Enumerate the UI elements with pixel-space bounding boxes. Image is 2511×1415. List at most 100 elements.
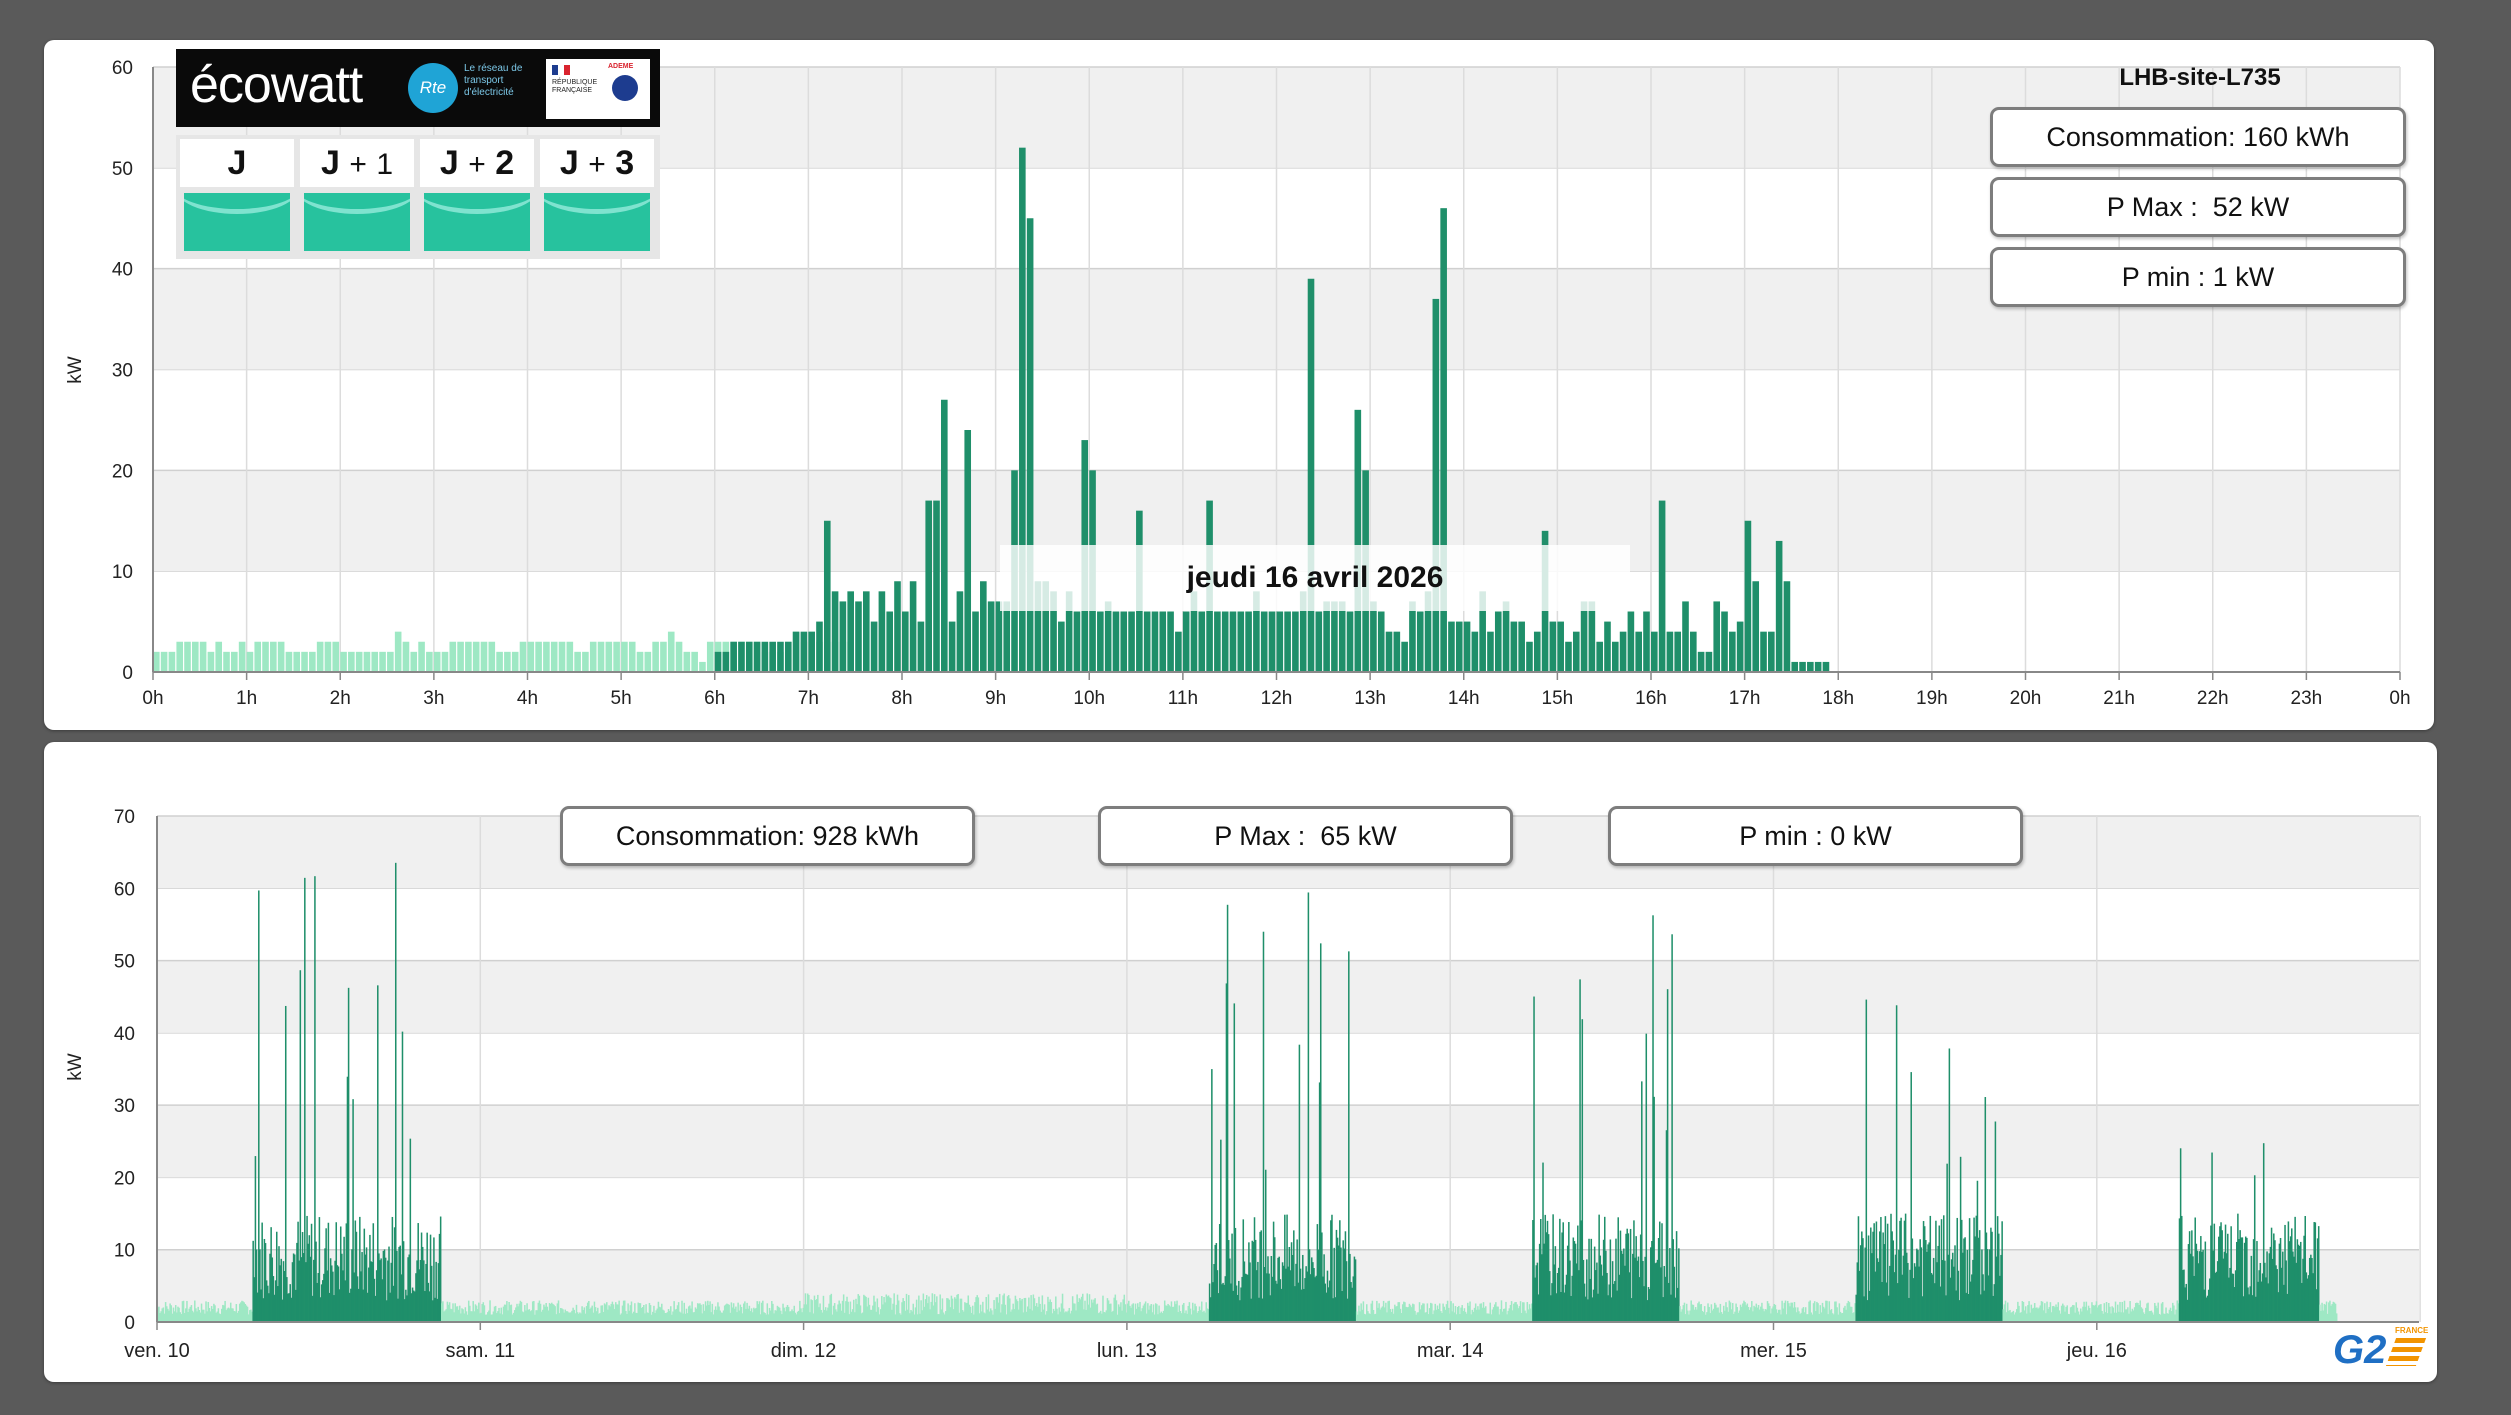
chart-bar <box>720 1312 723 1322</box>
chart-bar <box>1697 1303 1699 1322</box>
chart-bar <box>625 1310 627 1322</box>
chart-bar <box>1416 611 1424 672</box>
chart-bar <box>599 1312 601 1322</box>
chart-bar <box>426 651 433 672</box>
chart-bar <box>881 1296 883 1322</box>
chart-bar <box>1319 943 1322 1322</box>
chart-bar <box>1880 1217 1882 1322</box>
chart-bar <box>615 1302 617 1322</box>
chart-bar <box>1432 1314 1434 1322</box>
chart-bar <box>2247 1287 2249 1322</box>
chart-bar <box>1462 1311 1465 1322</box>
chart-bar <box>2020 1312 2022 1322</box>
chart-bar <box>1275 1280 1277 1322</box>
chart-bar <box>1977 1237 1980 1322</box>
chart-bar <box>1170 1301 1173 1322</box>
chart-bar <box>1757 1305 1760 1322</box>
chart-bar <box>1652 915 1654 1322</box>
chart-bar <box>1766 1301 1769 1322</box>
chart-bar <box>1295 1263 1297 1322</box>
chart-bar <box>1120 1302 1122 1322</box>
chart-bar <box>429 1234 432 1322</box>
chart-bar <box>972 611 979 672</box>
chart-bar <box>895 1304 898 1322</box>
chart-bar <box>2241 1237 2244 1322</box>
chart-bar <box>749 1311 752 1322</box>
chart-bar <box>1049 1299 1051 1322</box>
chart-bar <box>2312 1273 2314 1322</box>
chart-bar <box>348 651 355 672</box>
chart-bar <box>246 651 254 672</box>
chart-bar <box>1465 1313 1468 1322</box>
chart-bar <box>1715 1304 1717 1322</box>
chart-bar <box>1578 1270 1580 1322</box>
chart-bar <box>1354 1259 1357 1322</box>
chart-bar <box>1056 1308 1058 1322</box>
chart-bar <box>919 1313 921 1322</box>
chart-bar <box>1520 1312 1523 1322</box>
chart-bar <box>2036 1307 2038 1322</box>
chart-bar <box>817 1294 819 1322</box>
chart-bar <box>730 1302 733 1322</box>
chart-bar <box>1070 1310 1073 1322</box>
chart-bar <box>1700 1304 1703 1322</box>
chart-bar <box>1226 904 1229 1322</box>
chart-bar <box>1774 1304 1777 1322</box>
chart-bar <box>950 1295 953 1322</box>
chart-bar <box>870 1309 873 1322</box>
chart-bar <box>2108 1302 2110 1322</box>
chart-bar <box>1898 1249 1900 1322</box>
chart-bar <box>1006 1296 1009 1322</box>
chart-bar <box>763 1312 765 1322</box>
chart-bar <box>1822 1306 1825 1322</box>
chart-bar <box>1158 1305 1160 1322</box>
x-tick-label: 2h <box>330 688 351 709</box>
chart-bar <box>616 1304 618 1322</box>
chart-bar <box>956 591 964 672</box>
chart-bar <box>301 1232 304 1322</box>
chart-bar <box>1864 1247 1866 1322</box>
chart-bar <box>250 1309 252 1322</box>
chart-bar <box>1138 1306 1140 1322</box>
chart-bar <box>531 1301 534 1322</box>
chart-bar <box>1342 1240 1344 1322</box>
x-tick-label: 0h <box>142 688 163 709</box>
chart-bar <box>1484 1306 1487 1322</box>
chart-bar <box>1968 1218 1971 1322</box>
chart-bar <box>758 1301 761 1322</box>
chart-bar <box>1586 1259 1588 1322</box>
chart-bar <box>410 1293 413 1322</box>
chart-bar <box>1434 1303 1437 1322</box>
chart-bar <box>1163 1300 1166 1322</box>
chart-bar <box>158 1306 160 1322</box>
chart-bar <box>2099 1304 2101 1322</box>
chart-bar <box>1157 1314 1159 1322</box>
chart-bar <box>513 1310 516 1322</box>
chart-bar <box>489 1300 491 1322</box>
chart-bar <box>1429 1302 1432 1322</box>
x-tick-label: 15h <box>1542 688 1574 709</box>
chart-bar <box>206 1311 208 1322</box>
chart-bar <box>1214 611 1221 672</box>
chart-bar <box>1410 1307 1413 1322</box>
chart-bar <box>1330 1220 1332 1322</box>
chart-bar <box>364 1254 367 1322</box>
chart-bar <box>1335 1229 1338 1322</box>
chart-bar <box>1788 1303 1790 1322</box>
chart-bar <box>1966 1250 1969 1322</box>
chart-bar <box>1104 601 1112 672</box>
chart-bar <box>920 1300 922 1322</box>
chart-bar <box>1844 1305 1846 1322</box>
chart-bar <box>483 1305 486 1322</box>
chart-bar <box>1925 1240 1927 1322</box>
chart-bar <box>538 1300 541 1322</box>
chart-bar <box>1672 1239 1674 1322</box>
chart-bar <box>1042 581 1050 672</box>
chart-bar <box>1995 1256 1998 1322</box>
chart-bar <box>510 1304 513 1322</box>
chart-bar <box>1806 1314 1808 1322</box>
chart-bar <box>1762 1308 1764 1322</box>
chart-bar <box>652 1311 654 1322</box>
chart-bar <box>462 1309 464 1322</box>
chart-bar <box>1550 1295 1552 1322</box>
